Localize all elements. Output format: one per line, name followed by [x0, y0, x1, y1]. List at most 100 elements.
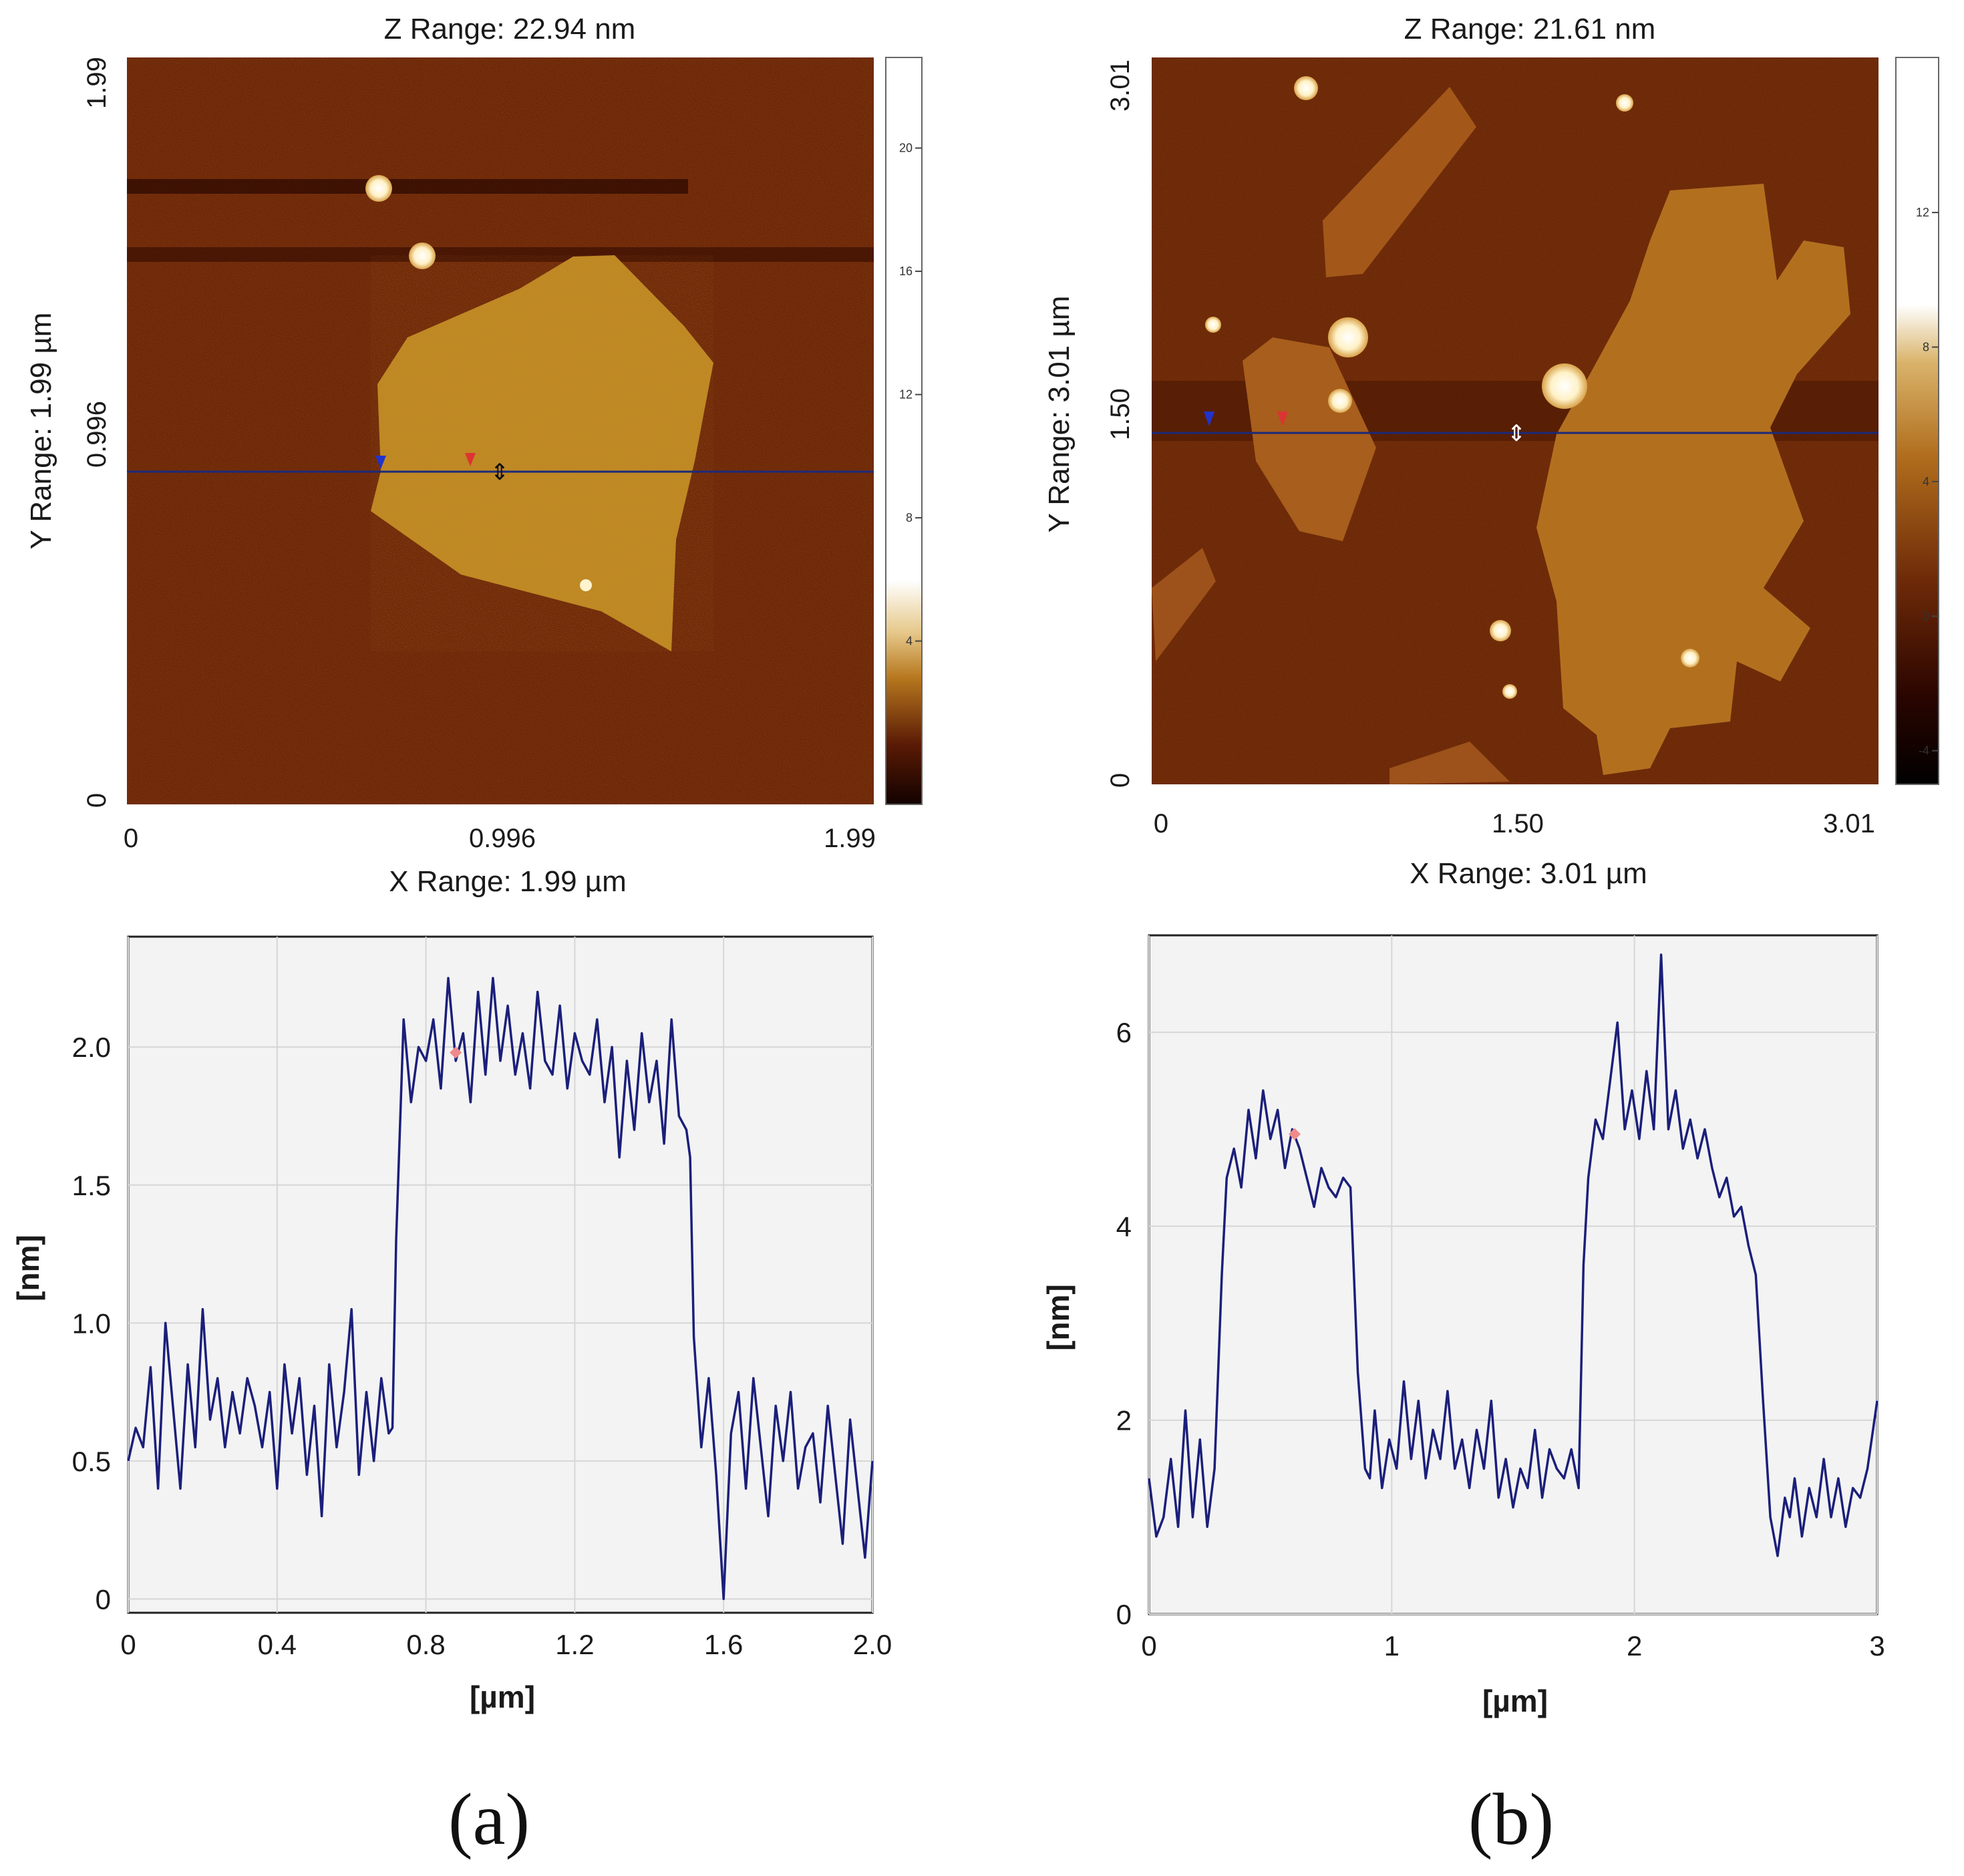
- afm-b-colorbar: [1895, 57, 1939, 785]
- afm-b-flake: [1389, 742, 1510, 784]
- afm-b-flake: [1243, 337, 1376, 541]
- y-tick-label: 6: [1116, 1017, 1132, 1048]
- colorbar-tick-label: 12: [1916, 206, 1929, 219]
- y-tick-label: 0: [96, 1583, 111, 1615]
- afm-a-cursor-center: ⇕: [490, 460, 510, 485]
- y-tick-label: 2.0: [72, 1032, 111, 1063]
- afm-b-particle: [1328, 389, 1352, 413]
- x-tick-label: 0.8: [406, 1629, 445, 1660]
- afm-b-xtick-mid: 1.50: [1492, 809, 1544, 838]
- afm-a-colorbar: [885, 57, 923, 805]
- profile-a-grid: [128, 937, 873, 1613]
- profile-b-markers: [1289, 1128, 1301, 1140]
- afm-a-xtick-left: 0: [124, 824, 138, 853]
- afm-b-cursor-center: ⇕: [1507, 421, 1526, 446]
- cursor-marker: [450, 1046, 462, 1059]
- afm-a-ytick-mid: 0.996: [82, 401, 112, 468]
- afm-a-particle: [580, 579, 592, 591]
- afm-a-ytick-top: 1.99: [82, 57, 112, 109]
- afm-b-particle: [1490, 620, 1511, 641]
- afm-b-particle: [1681, 649, 1699, 667]
- afm-b-particle: [1542, 363, 1587, 409]
- afm-a-particle: [409, 243, 436, 269]
- colorbar-tick-label: 16: [899, 265, 913, 278]
- y-tick-label: 1.5: [72, 1170, 111, 1201]
- panel-label-a: (a): [448, 1778, 530, 1860]
- afm-a-cursor-red: [465, 453, 476, 466]
- afm-a-ytick-bottom: 0: [82, 793, 112, 808]
- afm-b-particle: [1205, 317, 1221, 333]
- afm-a-ylabel: Y Range: 1.99 µm: [25, 313, 57, 550]
- afm-b-ytick-bottom: 0: [1106, 773, 1135, 788]
- x-tick-label: 3: [1869, 1630, 1885, 1662]
- y-tick-label: 0: [1116, 1599, 1132, 1630]
- colorbar-tick-label: 0: [1923, 609, 1929, 623]
- afm-a-particle: [365, 175, 392, 202]
- profile-a-xlabel: [µm]: [470, 1680, 535, 1714]
- y-tick-label: 4: [1116, 1211, 1132, 1242]
- profile-b-xlabel: [µm]: [1482, 1684, 1548, 1718]
- profile-a-plot-area: [127, 935, 874, 1614]
- afm-b-particle: [1502, 684, 1517, 699]
- afm-b-cursor-red: [1277, 412, 1288, 426]
- profile-a-ylabel: [nm]: [11, 1235, 45, 1301]
- afm-a-xtick-mid: 0.996: [469, 824, 536, 853]
- afm-b-ytick-mid: 1.50: [1106, 388, 1135, 440]
- profile-b-plot-area: [1148, 934, 1878, 1615]
- afm-image-a: Z Range: 22.94 nm ⇕ 1.99 0.996 0 Y Range…: [25, 13, 923, 898]
- afm-b-colorbar-ticks: -4 0 4 8 12: [1916, 206, 1939, 758]
- y-tick-label: 1.0: [72, 1307, 111, 1339]
- afm-b-xtick-right: 3.01: [1823, 809, 1875, 838]
- profile-a-line: [127, 977, 874, 1601]
- colorbar-tick-label: 12: [899, 388, 913, 402]
- panel-label-b: (b): [1468, 1778, 1554, 1860]
- afm-b-title: Z Range: 21.61 nm: [1404, 13, 1656, 45]
- cursor-marker: [1289, 1128, 1301, 1140]
- afm-b-particle: [1294, 76, 1318, 100]
- profile-b-y-ticks: 0 2 4 6: [1116, 1017, 1132, 1630]
- x-tick-label: 0: [120, 1629, 136, 1660]
- x-tick-label: 2.0: [853, 1629, 892, 1660]
- afm-image-b: Z Range: 21.61 nm ⇕ 3.01 1.50 0 Y Range:…: [1043, 13, 1939, 890]
- afm-b-flake: [1323, 87, 1476, 277]
- profile-a-markers: [450, 1046, 462, 1059]
- afm-b-cursor-blue: [1204, 412, 1214, 426]
- profile-b-x-ticks: 0 1 2 3: [1141, 1630, 1885, 1662]
- afm-a-scan-streak: [127, 247, 874, 262]
- colorbar-tick-label: 4: [1923, 475, 1929, 488]
- profile-a-x-ticks: 0 0.4 0.8 1.2 1.6 2.0: [120, 1629, 892, 1660]
- colorbar-tick-label: 8: [1923, 340, 1929, 353]
- afm-b-particle: [1616, 94, 1633, 112]
- x-tick-label: 1.2: [555, 1629, 594, 1660]
- x-tick-label: 1: [1384, 1630, 1400, 1662]
- profile-a-y-ticks: 0 0.5 1.0 1.5 2.0: [72, 1032, 111, 1615]
- afm-a-cursor-blue: [375, 456, 386, 469]
- afm-b-ytick-top: 3.01: [1106, 59, 1135, 112]
- x-tick-label: 1.6: [704, 1629, 743, 1660]
- afm-b-xtick-left: 0: [1154, 809, 1168, 838]
- afm-a-scan-streak: [127, 179, 688, 194]
- afm-b-flake: [1536, 184, 1850, 775]
- afm-b-ylabel: Y Range: 3.01 µm: [1043, 296, 1076, 533]
- y-tick-label: 0.5: [72, 1446, 111, 1477]
- profile-b-ylabel: [nm]: [1041, 1284, 1076, 1351]
- y-tick-label: 2: [1116, 1405, 1132, 1436]
- colorbar-tick-label: 8: [906, 511, 913, 524]
- profile-b-grid: [1148, 935, 1878, 1615]
- profile-chart-a: 0 0.5 1.0 1.5 2.0 0 0.4 0.8 1.2 1.6 2.0 [nm] [µm]: [11, 935, 892, 1714]
- colorbar-tick-label: -4: [1919, 744, 1929, 758]
- x-tick-label: 0.4: [258, 1629, 297, 1660]
- afm-b-flake: [1152, 548, 1216, 661]
- afm-a-xtick-right: 1.99: [824, 824, 876, 853]
- afm-a-title: Z Range: 22.94 nm: [384, 13, 636, 45]
- afm-a-colorbar-ticks: 4 8 12 16 20: [899, 142, 922, 648]
- colorbar-tick-label: 4: [906, 635, 913, 648]
- afm-b-xlabel: X Range: 3.01 µm: [1410, 857, 1647, 890]
- afm-b-particle: [1328, 317, 1368, 357]
- x-tick-label: 2: [1627, 1630, 1642, 1662]
- afm-a-flake-texture: [371, 255, 713, 651]
- colorbar-tick-label: 20: [899, 142, 913, 155]
- afm-a-xlabel: X Range: 1.99 µm: [389, 865, 627, 898]
- x-tick-label: 0: [1141, 1630, 1156, 1662]
